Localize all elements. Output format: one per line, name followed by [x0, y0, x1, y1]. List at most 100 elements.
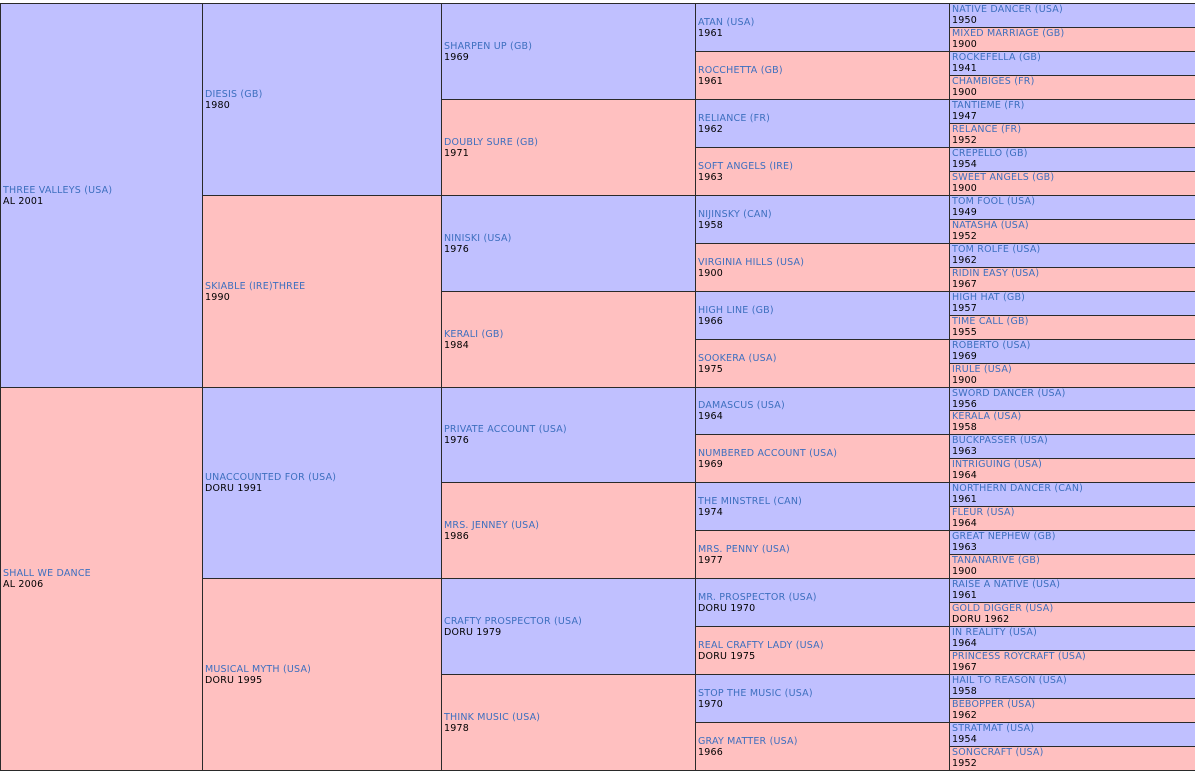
- horse-year: 1958: [698, 219, 723, 231]
- horse-year: 1978: [444, 722, 469, 734]
- horse-name-link[interactable]: IN REALITY (USA): [952, 627, 1038, 638]
- horse-name-link[interactable]: RAISE A NATIVE (USA): [952, 579, 1061, 590]
- horse-name-link[interactable]: GRAY MATTER (USA): [698, 735, 798, 747]
- horse-name-link[interactable]: MIXED MARRIAGE (GB): [952, 28, 1065, 39]
- horse-name-link[interactable]: ROCCHETTA (GB): [698, 64, 783, 76]
- horse-year: 1986: [444, 530, 469, 542]
- horse-name-link[interactable]: NORTHERN DANCER (CAN): [952, 483, 1084, 494]
- horse-name-link[interactable]: UNACCOUNTED FOR (USA): [205, 472, 337, 483]
- pedigree-cell-gen2-2: SKIABLE (IRE)THREE 1990: [202, 195, 442, 388]
- pedigree-cell-gen4-12: MRS. PENNY (USA) 1977: [695, 530, 950, 579]
- horse-name-link[interactable]: MUSICAL MYTH (USA): [205, 663, 312, 675]
- horse-name-link[interactable]: KERALI (GB): [444, 328, 504, 340]
- horse-name-link[interactable]: NATASHA (USA): [952, 220, 1029, 231]
- horse-name-link[interactable]: RELANCE (FR): [952, 124, 1022, 135]
- horse-year: 1954: [952, 159, 977, 170]
- pedigree-cell-gen5-10: NATASHA (USA) 1952: [949, 219, 1195, 244]
- horse-name-link[interactable]: TANANARIVE (GB): [952, 555, 1040, 566]
- pedigree-cell-gen4-4: SOFT ANGELS (IRE) 1963: [695, 147, 950, 196]
- horse-year: 1964: [952, 638, 977, 649]
- pedigree-cell-gen5-23: GREAT NEPHEW (GB) 1963: [949, 530, 1195, 555]
- pedigree-cell-gen2-3: UNACCOUNTED FOR (USA) DORU 1991: [202, 387, 442, 579]
- horse-name-link[interactable]: TIME CALL (GB): [952, 316, 1029, 327]
- pedigree-cell-gen5-11: TOM ROLFE (USA) 1962: [949, 243, 1195, 268]
- horse-name-link[interactable]: RELIANCE (FR): [698, 112, 771, 124]
- horse-name-link[interactable]: NINISKI (USA): [444, 232, 512, 244]
- horse-name-link[interactable]: HAIL TO REASON (USA): [952, 675, 1067, 686]
- horse-name-link[interactable]: SHARPEN UP (GB): [444, 40, 533, 52]
- horse-name-link[interactable]: KERALA (USA): [952, 411, 1022, 422]
- horse-name-link[interactable]: GOLD DIGGER (USA): [952, 603, 1054, 614]
- pedigree-cell-gen2-4: MUSICAL MYTH (USA) DORU 1995: [202, 578, 442, 771]
- horse-name-link[interactable]: TOM ROLFE (USA): [952, 244, 1041, 255]
- horse-name-link[interactable]: CRAFTY PROSPECTOR (USA): [444, 615, 583, 627]
- horse-name-link[interactable]: MRS. PENNY (USA): [698, 543, 790, 555]
- horse-name-link[interactable]: REAL CRAFTY LADY (USA): [698, 639, 824, 651]
- horse-name-link[interactable]: CHAMBIGES (FR): [952, 76, 1035, 87]
- pedigree-cell-gen1-1: THREE VALLEYS (USA) AL 2001: [0, 3, 203, 388]
- horse-name-link[interactable]: THINK MUSIC (USA): [444, 711, 541, 723]
- horse-name-link[interactable]: DOUBLY SURE (GB): [444, 136, 539, 148]
- horse-name-link[interactable]: STRATMAT (USA): [952, 723, 1035, 734]
- horse-name-link[interactable]: VIRGINIA HILLS (USA): [698, 256, 805, 268]
- horse-name-link[interactable]: DIESIS (GB): [205, 88, 263, 100]
- horse-year: 1949: [952, 207, 977, 218]
- pedigree-cell-gen5-28: PRINCESS ROYCRAFT (USA) 1967: [949, 650, 1195, 675]
- horse-name-link[interactable]: GREAT NEPHEW (GB): [952, 531, 1056, 542]
- horse-name-link[interactable]: THREE VALLEYS (USA): [3, 184, 113, 196]
- horse-name-link[interactable]: BUCKPASSER (USA): [952, 435, 1048, 446]
- horse-name-link[interactable]: ROCKEFELLA (GB): [952, 52, 1042, 63]
- pedigree-cell-gen5-31: STRATMAT (USA) 1954: [949, 722, 1195, 747]
- horse-name-link[interactable]: FLEUR (USA): [952, 507, 1015, 518]
- horse-year: DORU 1970: [698, 602, 756, 614]
- horse-name-link[interactable]: CREPELLO (GB): [952, 148, 1028, 159]
- pedigree-cell-gen3-7: CRAFTY PROSPECTOR (USA) DORU 1979: [441, 578, 696, 675]
- horse-name-link[interactable]: HIGH HAT (GB): [952, 292, 1026, 303]
- horse-year: 1900: [952, 183, 977, 194]
- horse-year: DORU 1962: [952, 614, 1010, 625]
- pedigree-cell-gen5-27: IN REALITY (USA) 1964: [949, 626, 1195, 651]
- horse-name-link[interactable]: BEBOPPER (USA): [952, 699, 1036, 710]
- pedigree-cell-gen4-3: RELIANCE (FR) 1962: [695, 99, 950, 148]
- horse-name-link[interactable]: NATIVE DANCER (USA): [952, 4, 1063, 15]
- horse-name-link[interactable]: HIGH LINE (GB): [698, 304, 774, 316]
- horse-year: 1963: [952, 446, 977, 457]
- horse-year: 1900: [698, 267, 723, 279]
- horse-name-link[interactable]: STOP THE MUSIC (USA): [698, 687, 813, 699]
- horse-name-link[interactable]: NUMBERED ACCOUNT (USA): [698, 447, 838, 459]
- horse-name-link[interactable]: NIJINSKY (CAN): [698, 208, 772, 220]
- horse-name-link[interactable]: DAMASCUS (USA): [698, 400, 785, 411]
- pedigree-cell-gen5-16: IRULE (USA) 1900: [949, 363, 1195, 388]
- horse-name-link[interactable]: SONGCRAFT (USA): [952, 747, 1044, 758]
- horse-name-link[interactable]: SWEET ANGELS (GB): [952, 172, 1055, 183]
- pedigree-cell-gen5-3: ROCKEFELLA (GB) 1941: [949, 51, 1195, 76]
- horse-name-link[interactable]: INTRIGUING (USA): [952, 459, 1042, 470]
- horse-name-link[interactable]: SHALL WE DANCE: [3, 568, 91, 579]
- pedigree-cell-gen4-6: VIRGINIA HILLS (USA) 1900: [695, 243, 950, 292]
- pedigree-cell-gen5-17: SWORD DANCER (USA) 1956: [949, 387, 1195, 411]
- horse-year: 1977: [698, 554, 723, 566]
- horse-name-link[interactable]: SWORD DANCER (USA): [952, 388, 1066, 399]
- horse-name-link[interactable]: TANTIEME (FR): [952, 100, 1025, 111]
- horse-name-link[interactable]: MRS. JENNEY (USA): [444, 519, 540, 531]
- pedigree-cell-gen4-16: GRAY MATTER (USA) 1966: [695, 722, 950, 771]
- pedigree-cell-gen5-6: RELANCE (FR) 1952: [949, 123, 1195, 148]
- horse-name-link[interactable]: SOFT ANGELS (IRE): [698, 160, 794, 172]
- pedigree-cell-gen1-2: SHALL WE DANCE AL 2006: [0, 387, 203, 771]
- horse-name-link[interactable]: SOOKERA (USA): [698, 352, 777, 364]
- horse-year: 1941: [952, 63, 977, 74]
- horse-name-link[interactable]: IRULE (USA): [952, 364, 1012, 375]
- pedigree-cell-gen5-15: ROBERTO (USA) 1969: [949, 339, 1195, 364]
- horse-name-link[interactable]: RIDIN EASY (USA): [952, 268, 1040, 279]
- horse-year: 1964: [698, 411, 723, 422]
- pedigree-cell-gen4-2: ROCCHETTA (GB) 1961: [695, 51, 950, 100]
- horse-name-link[interactable]: MR. PROSPECTOR (USA): [698, 591, 817, 603]
- horse-name-link[interactable]: THE MINSTREL (CAN): [698, 495, 803, 507]
- horse-name-link[interactable]: PRINCESS ROYCRAFT (USA): [952, 651, 1086, 662]
- horse-name-link[interactable]: PRIVATE ACCOUNT (USA): [444, 424, 567, 435]
- horse-name-link[interactable]: SKIABLE (IRE)THREE: [205, 280, 306, 292]
- horse-name-link[interactable]: TOM FOOL (USA): [952, 196, 1036, 207]
- horse-name-link[interactable]: ROBERTO (USA): [952, 340, 1031, 351]
- horse-name-link[interactable]: ATAN (USA): [698, 16, 755, 28]
- horse-year: 1952: [952, 231, 977, 242]
